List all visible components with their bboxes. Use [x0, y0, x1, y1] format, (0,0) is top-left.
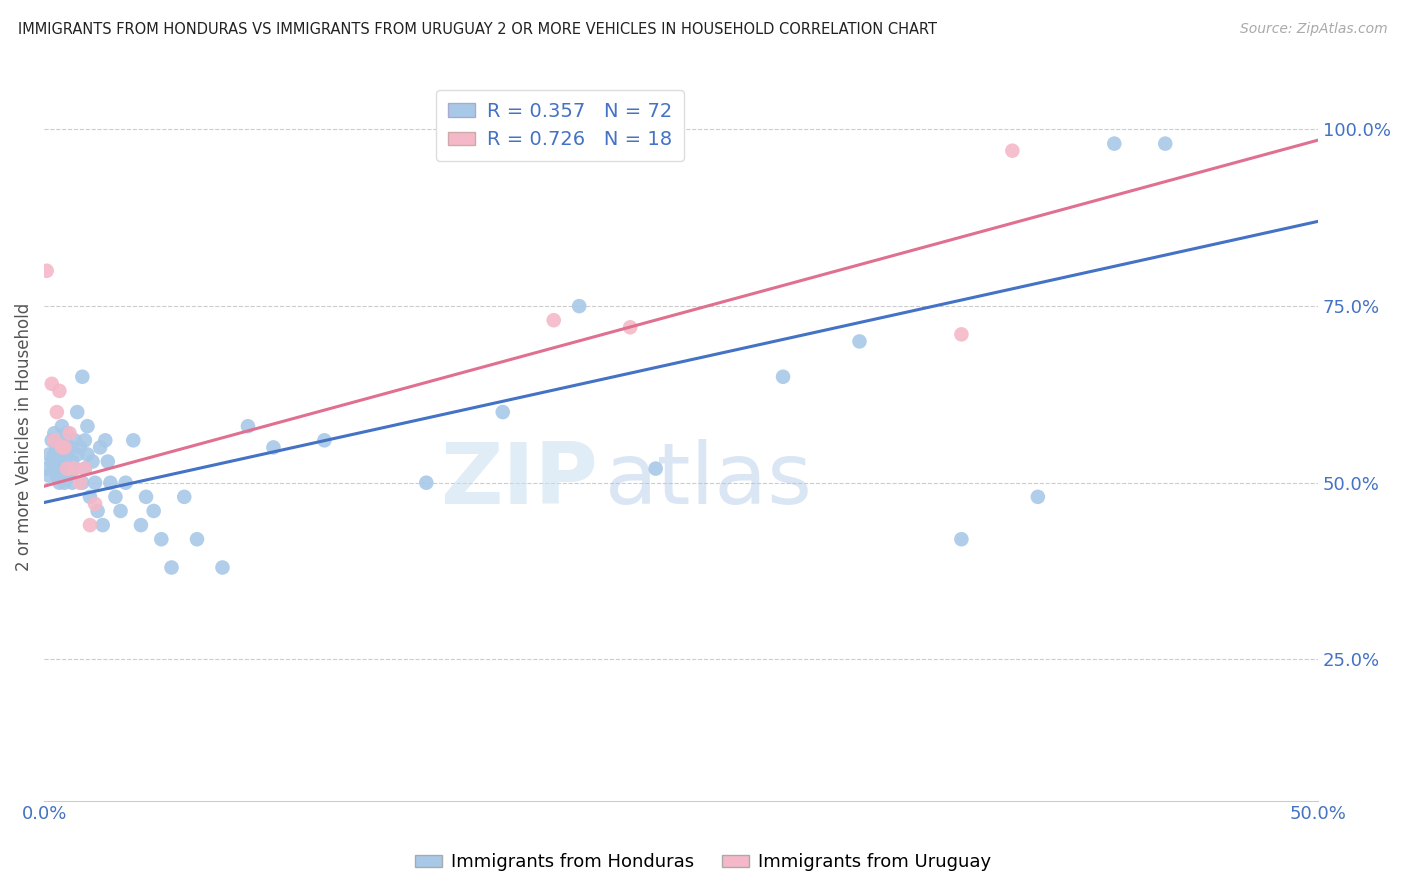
Point [44, 461, 66, 475]
Point [69, 475, 91, 490]
Point [66, 405, 89, 419]
Point [76, 419, 98, 434]
Point [72, 475, 94, 490]
Point [135, 490, 157, 504]
Point [38, 468, 60, 483]
Point [644, 461, 666, 475]
Point [51, 419, 73, 434]
Point [63, 461, 86, 475]
Point [73, 461, 96, 475]
Point [98, 475, 121, 490]
Point [44, 447, 66, 461]
Point [314, 434, 336, 448]
Point [84, 497, 107, 511]
Point [69, 441, 91, 455]
Text: Source: ZipAtlas.com: Source: ZipAtlas.com [1240, 22, 1388, 37]
Point [48, 461, 70, 475]
Point [104, 490, 127, 504]
Point [58, 441, 80, 455]
Point [44, 426, 66, 441]
Text: IMMIGRANTS FROM HONDURAS VS IMMIGRANTS FROM URUGUAY 2 OR MORE VEHICLES IN HOUSEH: IMMIGRANTS FROM HONDURAS VS IMMIGRANTS F… [18, 22, 938, 37]
Point [58, 426, 80, 441]
Point [51, 454, 73, 468]
Point [492, 405, 515, 419]
Text: atlas: atlas [605, 439, 813, 522]
Point [56, 447, 79, 461]
Point [772, 369, 794, 384]
Point [568, 299, 591, 313]
Point [66, 447, 89, 461]
Point [211, 560, 233, 574]
Point [73, 434, 96, 448]
Point [415, 475, 437, 490]
Point [45, 441, 67, 455]
Point [53, 441, 76, 455]
Point [73, 461, 96, 475]
Point [142, 504, 165, 518]
Point [56, 426, 79, 441]
Point [60, 454, 83, 468]
Legend: R = 0.357   N = 72, R = 0.726   N = 18: R = 0.357 N = 72, R = 0.726 N = 18 [436, 90, 683, 161]
Point [63, 434, 86, 448]
Point [950, 533, 973, 547]
Point [79, 518, 101, 533]
Point [79, 490, 101, 504]
Y-axis label: 2 or more Vehicles in Household: 2 or more Vehicles in Household [15, 302, 32, 571]
Point [38, 447, 60, 461]
Point [82, 454, 104, 468]
Point [44, 434, 66, 448]
Point [173, 490, 195, 504]
Point [1104, 136, 1126, 151]
Point [45, 405, 67, 419]
Point [236, 419, 259, 434]
Point [53, 434, 76, 448]
Point [56, 461, 79, 475]
Point [35, 461, 58, 475]
Point [53, 475, 76, 490]
Point [114, 475, 136, 490]
Point [76, 447, 98, 461]
Point [56, 461, 79, 475]
Point [84, 475, 107, 490]
Point [122, 434, 145, 448]
Point [86, 504, 108, 518]
Point [150, 533, 173, 547]
Point [1154, 136, 1177, 151]
Point [53, 454, 76, 468]
Point [48, 475, 70, 490]
Point [1026, 490, 1049, 504]
Point [48, 447, 70, 461]
Point [110, 504, 132, 518]
Point [45, 454, 67, 468]
Text: ZIP: ZIP [440, 439, 599, 522]
Point [619, 320, 641, 334]
Point [262, 441, 284, 455]
Point [45, 468, 67, 483]
Point [41, 454, 63, 468]
Point [63, 461, 86, 475]
Point [950, 327, 973, 342]
Point [48, 384, 70, 398]
Point [60, 475, 83, 490]
Point [1001, 144, 1024, 158]
Point [94, 434, 117, 448]
Point [72, 369, 94, 384]
Point [160, 560, 183, 574]
Legend: Immigrants from Honduras, Immigrants from Uruguay: Immigrants from Honduras, Immigrants fro… [408, 847, 998, 879]
Point [91, 518, 114, 533]
Point [58, 468, 80, 483]
Point [186, 533, 208, 547]
Point [51, 468, 73, 483]
Point [41, 434, 63, 448]
Point [35, 264, 58, 278]
Point [97, 454, 120, 468]
Point [543, 313, 565, 327]
Point [848, 334, 870, 349]
Point [51, 441, 73, 455]
Point [89, 441, 111, 455]
Point [41, 376, 63, 391]
Point [129, 518, 152, 533]
